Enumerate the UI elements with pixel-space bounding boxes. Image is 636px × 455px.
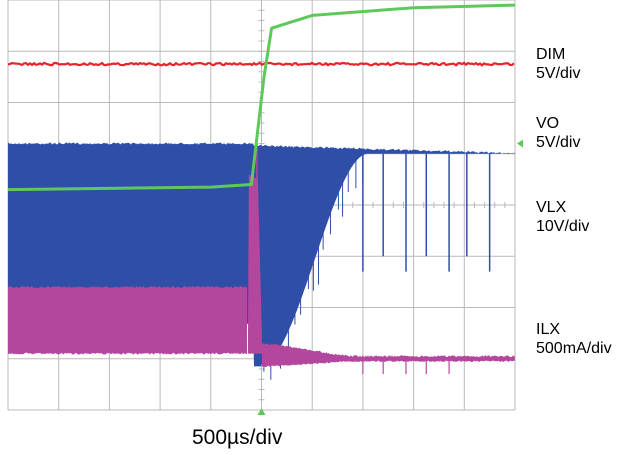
ilx-edge-spike xyxy=(247,174,262,354)
dim-scale: 5V/div xyxy=(536,65,581,82)
channel-label-ilx: ILX 500mA/div xyxy=(536,320,612,358)
markers xyxy=(257,139,523,415)
ilx-late-spikes xyxy=(362,358,450,375)
vo-level-marker xyxy=(517,139,523,148)
vo-trace xyxy=(7,3,516,192)
dim-name: DIM xyxy=(536,46,566,63)
channel-label-vlx: VLX 10V/div xyxy=(536,198,589,236)
channel-label-dim: DIM 5V/div xyxy=(536,45,580,83)
vlx-scale: 10V/div xyxy=(536,218,590,235)
vo-name: VO xyxy=(536,115,560,132)
channel-label-vo: VO 5V/div xyxy=(536,114,580,152)
trigger-marker xyxy=(257,408,266,415)
vo-scale: 5V/div xyxy=(536,134,581,151)
ilx-scale: 500mA/div xyxy=(536,340,612,357)
dim-trace xyxy=(7,61,515,67)
ilx-name: ILX xyxy=(536,321,561,338)
ilx-settle-band xyxy=(261,342,515,367)
vlx-name: VLX xyxy=(536,199,567,216)
timebase-label: 500µs/div xyxy=(192,426,283,449)
vlx-late-spikes xyxy=(362,153,491,272)
ilx-trace xyxy=(8,286,247,355)
traces xyxy=(7,3,516,380)
